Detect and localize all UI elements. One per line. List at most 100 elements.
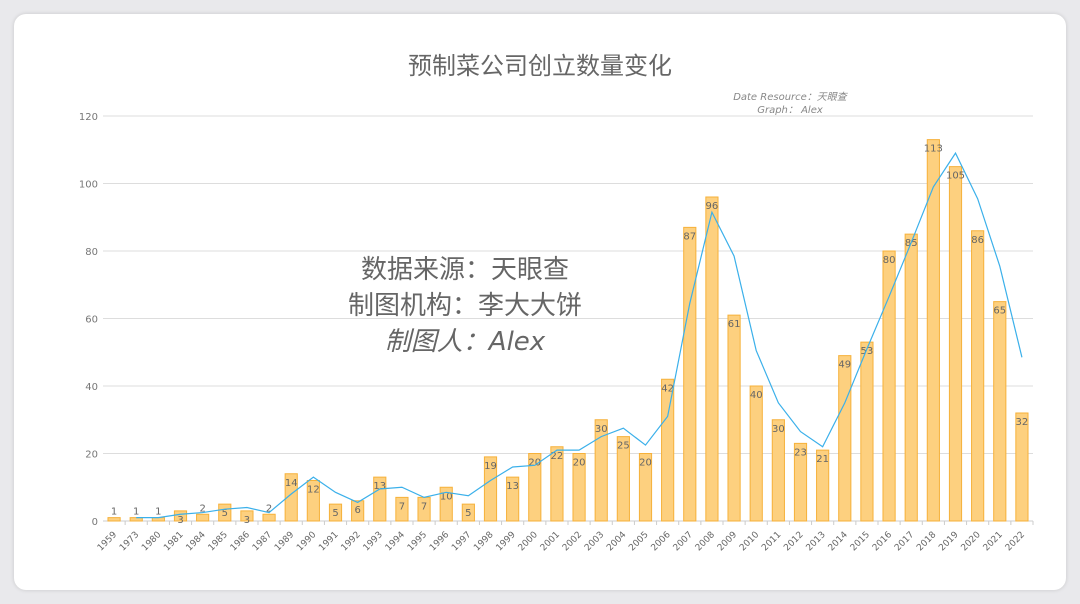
x-tick-label: 2001 — [539, 530, 562, 553]
source-note: Date Resource：天眼查 Graph： Alex — [700, 91, 880, 117]
bar — [904, 233, 918, 522]
x-tick-label: 1992 — [339, 530, 362, 553]
data-label: 86 — [971, 235, 984, 246]
x-tick-label: 2004 — [605, 530, 628, 553]
bar — [838, 355, 852, 522]
bar — [196, 513, 210, 522]
data-label: 113 — [924, 144, 943, 155]
data-label: 25 — [617, 441, 630, 452]
data-label: 21 — [816, 454, 829, 465]
data-label: 12 — [307, 485, 320, 496]
x-tick-label: 2014 — [827, 530, 850, 553]
x-tick-label: 1991 — [317, 530, 340, 553]
data-label: 96 — [706, 201, 719, 212]
x-tick-label: 1998 — [472, 530, 495, 553]
bar — [328, 503, 343, 522]
trendline — [136, 151, 1023, 519]
bar — [439, 486, 453, 522]
bar — [882, 250, 896, 522]
bar — [926, 139, 940, 522]
x-tick-label: 2000 — [517, 530, 540, 553]
x-tick-label: 1985 — [207, 530, 230, 553]
y-tick-label: 80 — [85, 247, 98, 258]
bar — [550, 446, 564, 522]
data-label: 19 — [484, 461, 497, 472]
bar — [262, 513, 276, 522]
watermark: 数据来源：天眼查 制图机构：李大大饼 制图人：Alex — [300, 252, 630, 360]
bar — [705, 196, 719, 522]
x-tick-label: 1984 — [184, 530, 207, 553]
data-label: 3 — [177, 515, 183, 526]
data-label: 13 — [506, 481, 519, 492]
bar — [993, 301, 1007, 522]
data-label: 13 — [373, 481, 386, 492]
data-label: 3 — [244, 515, 250, 526]
source-line: Date Resource：天眼查 — [733, 92, 847, 103]
x-tick-label: 2002 — [561, 530, 584, 553]
bar — [506, 476, 520, 522]
bar — [461, 503, 475, 522]
x-tick-label: 1995 — [406, 530, 429, 553]
x-tick-label: 1996 — [428, 530, 451, 553]
bar — [107, 517, 121, 522]
data-label: 1 — [133, 507, 139, 518]
data-label: 30 — [772, 424, 785, 435]
data-label: 2 — [266, 503, 272, 514]
data-label: 20 — [528, 458, 541, 469]
data-label: 7 — [421, 501, 427, 512]
data-label: 14 — [285, 478, 298, 489]
data-label: 5 — [332, 508, 338, 519]
bar — [240, 510, 254, 522]
x-tick-label: 2020 — [959, 530, 982, 553]
x-tick-label: 2005 — [627, 530, 650, 553]
data-label: 20 — [573, 458, 586, 469]
x-tick-label: 2022 — [1004, 530, 1027, 553]
x-tick-label: 1959 — [96, 530, 119, 553]
data-label: 32 — [1016, 417, 1029, 428]
data-label: 49 — [838, 360, 851, 371]
x-tick-label: 2017 — [893, 530, 916, 553]
x-tick-label: 2009 — [716, 530, 739, 553]
bar — [793, 442, 808, 522]
bar — [351, 500, 365, 522]
x-tick-label: 2008 — [694, 530, 717, 553]
y-tick-label: 60 — [85, 315, 98, 326]
bar — [284, 473, 298, 522]
watermark-line: 制图人：Alex — [384, 327, 546, 357]
x-tick-label: 1999 — [494, 530, 517, 553]
bar — [1015, 412, 1029, 522]
x-tick-label: 2011 — [760, 530, 783, 553]
bar — [749, 385, 763, 522]
x-tick-label: 2007 — [672, 530, 695, 553]
bar — [528, 453, 542, 522]
x-tick-label: 1980 — [140, 530, 163, 553]
data-label: 1 — [111, 507, 117, 518]
data-label: 80 — [883, 255, 896, 266]
data-label: 65 — [993, 306, 1006, 317]
x-tick-label: 1981 — [162, 530, 185, 553]
x-tick-label: 1986 — [229, 530, 252, 553]
x-tick-label: 2018 — [915, 530, 938, 553]
bar — [727, 314, 741, 522]
data-label: 61 — [728, 319, 741, 330]
y-tick-label: 120 — [79, 112, 98, 123]
x-tick-label: 1990 — [295, 530, 318, 553]
bar — [483, 456, 498, 522]
bar — [306, 480, 320, 522]
x-tick-label: 2016 — [871, 530, 894, 553]
bar — [971, 230, 985, 522]
data-label: 5 — [465, 508, 471, 519]
data-label: 22 — [551, 451, 564, 462]
data-label: 87 — [683, 231, 696, 242]
data-label: 30 — [595, 424, 608, 435]
data-label: 40 — [750, 390, 763, 401]
chart-title: 预制菜公司创立数量变化 — [408, 52, 672, 80]
watermark-line: 数据来源：天眼查 — [360, 255, 569, 285]
graph-line: Graph： Alex — [757, 105, 823, 116]
bar — [683, 226, 697, 522]
x-tick-label: 2012 — [782, 530, 805, 553]
data-label: 1 — [155, 507, 161, 518]
bar — [816, 449, 830, 522]
bar — [661, 378, 675, 522]
